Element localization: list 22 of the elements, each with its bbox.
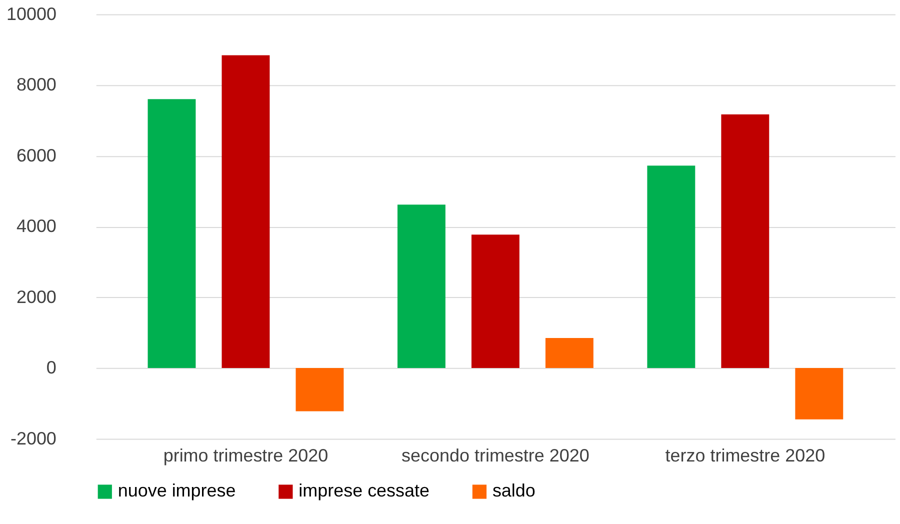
x-tick-label: terzo trimestre 2020 [665,445,826,466]
y-tick-label: 8000 [16,74,56,95]
x-tick-label: secondo trimestre 2020 [402,445,590,466]
bar [397,204,446,368]
bar [647,166,696,368]
x-tick-label: primo trimestre 2020 [163,445,328,466]
bar [471,234,520,368]
bar [296,368,344,412]
legend-label: saldo [492,480,536,501]
y-tick-label: 2000 [16,286,56,307]
legend-label: imprese cessate [298,480,430,501]
bar [795,368,844,420]
bar [721,114,770,368]
y-tick-label: 4000 [16,216,56,236]
y-tick-label: 0 [46,358,56,378]
y-tick-label: 6000 [16,145,56,166]
bar [545,338,594,368]
bar [222,55,270,368]
legend-label: nuove imprese [118,480,236,501]
y-tick-label: -2000 [10,428,56,448]
y-tick-label: 10000 [6,4,56,24]
bar [148,99,196,368]
